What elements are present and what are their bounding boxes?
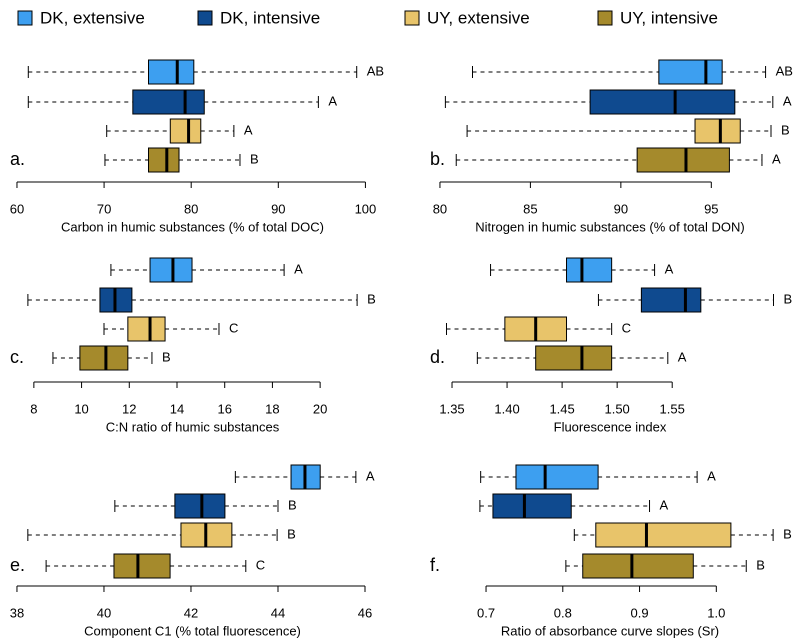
group-letter: C: [622, 320, 631, 335]
box: [636, 147, 730, 173]
legend-label: UY, intensive: [620, 8, 718, 27]
legend-label: UY, extensive: [427, 8, 530, 27]
x-tick-label: 90: [271, 201, 285, 216]
x-tick-label: 20: [313, 401, 327, 416]
box: [148, 59, 195, 85]
x-tick-label: 1.35: [439, 401, 464, 416]
legend-swatch: [597, 10, 613, 26]
legend-swatch: [17, 10, 33, 26]
x-tick-label: 85: [523, 201, 537, 216]
group-letter: A: [660, 497, 669, 512]
group-letter: B: [162, 349, 171, 364]
group-letter: A: [665, 261, 674, 276]
x-tick-label: 0.7: [477, 605, 495, 620]
group-letter: A: [366, 468, 375, 483]
legend-label: DK, intensive: [220, 8, 320, 27]
group-letter: B: [781, 122, 790, 137]
panel-label: a.: [10, 149, 25, 169]
x-tick-label: 42: [184, 605, 198, 620]
group-letter: A: [678, 349, 687, 364]
panel-label: e.: [10, 555, 25, 575]
x-tick-label: 18: [265, 401, 279, 416]
group-letter: A: [772, 151, 781, 166]
x-tick-label: 12: [122, 401, 136, 416]
group-letter: AB: [776, 63, 793, 78]
group-letter: A: [707, 468, 716, 483]
panel-label: b.: [430, 149, 445, 169]
x-tick-label: 46: [358, 605, 372, 620]
x-tick-label: 38: [10, 605, 24, 620]
legend-swatch: [404, 10, 420, 26]
box: [589, 89, 736, 115]
group-letter: A: [244, 122, 253, 137]
box: [640, 287, 702, 313]
box: [595, 522, 732, 548]
x-axis-label: Ratio of absorbance curve slopes (Sr): [501, 623, 719, 638]
x-axis-label: Carbon in humic substances (% of total D…: [61, 219, 324, 234]
x-axis-label: C:N ratio of humic substances: [106, 419, 280, 434]
x-tick-label: 80: [184, 201, 198, 216]
x-tick-label: 95: [704, 201, 718, 216]
box: [566, 257, 613, 283]
group-letter: B: [287, 526, 296, 541]
group-letter: B: [783, 526, 792, 541]
box: [149, 257, 193, 283]
group-letter: C: [229, 320, 238, 335]
box: [515, 464, 599, 490]
x-axis-label: Fluorescence index: [554, 419, 667, 434]
x-tick-label: 80: [433, 201, 447, 216]
box: [174, 493, 226, 519]
box: [694, 118, 741, 144]
x-tick-label: 1.40: [494, 401, 519, 416]
panel-label: c.: [10, 347, 24, 367]
box: [169, 118, 202, 144]
x-tick-label: 100: [355, 201, 377, 216]
x-tick-label: 14: [170, 401, 184, 416]
x-tick-label: 1.50: [604, 401, 629, 416]
x-tick-label: 70: [97, 201, 111, 216]
x-tick-label: 10: [74, 401, 88, 416]
x-tick-label: 90: [614, 201, 628, 216]
x-tick-label: 44: [271, 605, 285, 620]
box: [132, 89, 205, 115]
x-tick-label: 1.0: [707, 605, 725, 620]
x-tick-label: 1.55: [660, 401, 685, 416]
x-tick-label: 60: [10, 201, 24, 216]
x-tick-label: 40: [97, 605, 111, 620]
box: [79, 345, 129, 371]
x-tick-label: 8: [30, 401, 37, 416]
x-axis-label: Component C1 (% total fluorescence): [84, 623, 301, 638]
group-letter: B: [288, 497, 297, 512]
box: [535, 345, 613, 371]
group-letter: AB: [367, 63, 384, 78]
legend-label: DK, extensive: [40, 8, 145, 27]
box: [127, 316, 166, 342]
panel-label: f.: [430, 555, 440, 575]
x-tick-label: 0.9: [631, 605, 649, 620]
panel-label: d.: [430, 347, 445, 367]
group-letter: B: [756, 557, 765, 572]
box: [148, 147, 180, 173]
group-letter: B: [367, 291, 376, 306]
group-letter: A: [783, 93, 792, 108]
x-tick-label: 1.45: [549, 401, 574, 416]
group-letter: C: [256, 557, 265, 572]
x-tick-label: 0.8: [554, 605, 572, 620]
legend-swatch: [197, 10, 213, 26]
x-tick-label: 16: [217, 401, 231, 416]
group-letter: A: [328, 93, 337, 108]
box: [658, 59, 723, 85]
box: [582, 553, 694, 579]
group-letter: B: [250, 151, 259, 166]
group-letter: A: [294, 261, 303, 276]
box: [113, 553, 171, 579]
group-letter: B: [783, 291, 792, 306]
box: [492, 493, 572, 519]
x-axis-label: Nitrogen in humic substances (% of total…: [475, 219, 745, 234]
